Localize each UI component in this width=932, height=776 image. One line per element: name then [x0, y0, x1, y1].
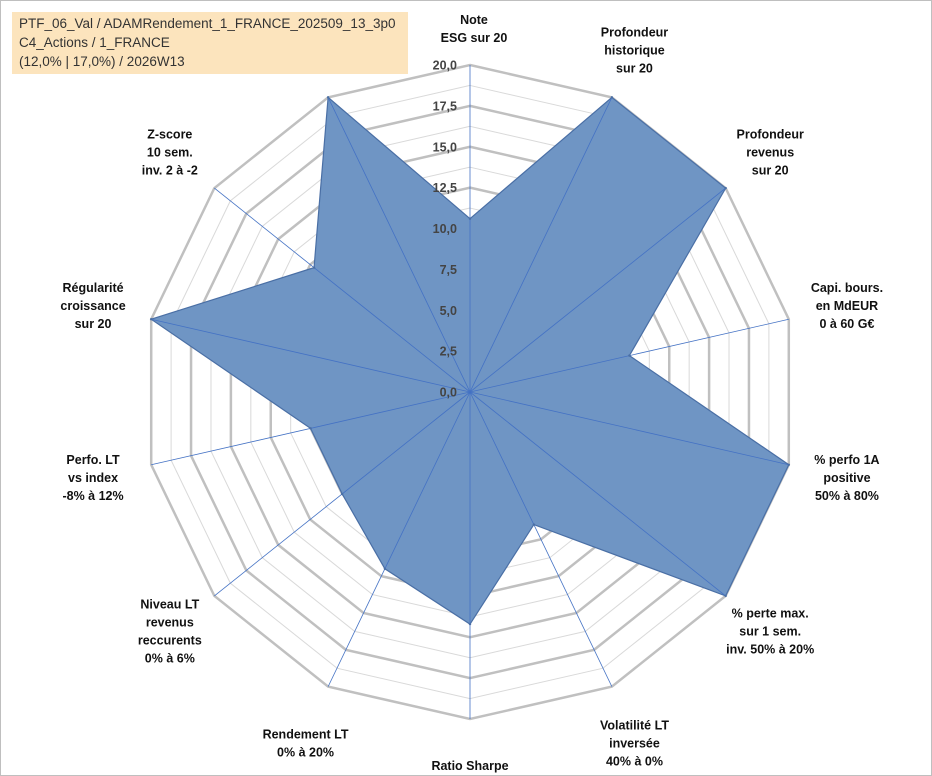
- axis-label-line: Profondeur: [737, 128, 804, 142]
- axis-label: Niveau LT revenus reccurents 0% à 6%: [138, 597, 202, 665]
- axis-label-line: sur 20: [616, 61, 653, 75]
- tick-label: 20,0: [433, 59, 457, 73]
- data-point: [724, 594, 727, 598]
- data-point: [468, 622, 472, 626]
- data-point: [787, 463, 791, 466]
- axis-label: Volatilité LT inversée 40% à 0%: [600, 719, 669, 769]
- axis-spoke: [327, 391, 471, 687]
- axis-label-line: Ratio Sharpe: [431, 759, 508, 773]
- data-point: [383, 567, 387, 570]
- axis-spoke: [151, 318, 471, 393]
- data-point: [724, 186, 727, 190]
- axis-label-line: Profondeur: [601, 25, 668, 39]
- axis-label-line: Perfo. LT: [66, 453, 120, 467]
- axis-label-line: ESG sur 20: [441, 31, 508, 45]
- axis-label-line: 0% à 20%: [277, 746, 334, 760]
- axis-label: Ratio Sharpe0 à 1: [431, 759, 508, 776]
- axis-label-line: sur 1 sem.: [739, 624, 801, 638]
- info-line-portfolio: PTF_06_Val / ADAMRendement_1_FRANCE_2025…: [19, 16, 396, 31]
- axis-label: Régularité croissance sur 20: [60, 281, 125, 331]
- axis-label-line: sur 20: [75, 317, 112, 331]
- axis-spoke: [469, 97, 613, 393]
- axis-label: Rendement LT 0% à 20%: [263, 728, 349, 760]
- axis-label-line: 50% à 80%: [815, 489, 879, 503]
- axis-label-line: 10 sem.: [147, 146, 193, 160]
- axis-spoke: [469, 391, 726, 597]
- axis-spoke: [327, 97, 471, 393]
- axis-label: Perfo. LT vs index -8% à 12%: [62, 453, 123, 503]
- axis-label-line: revenus: [146, 615, 194, 629]
- axis-label-line: Capi. bours.: [811, 281, 883, 295]
- tick-label: 5,0: [440, 304, 457, 318]
- axis-label-line: % perfo 1A: [814, 453, 879, 467]
- tick-label: 0,0: [440, 386, 457, 400]
- axis-label-line: 0% à 6%: [145, 651, 195, 665]
- axis-label-line: Z-score: [147, 128, 192, 142]
- axis-spoke: [469, 187, 726, 393]
- axis-label-line: inversée: [609, 737, 660, 751]
- tick-label: 17,5: [433, 99, 457, 113]
- axis-label: Z-score 10 sem. inv. 2 à -2: [142, 128, 198, 178]
- axis-spoke: [214, 187, 471, 393]
- axis-label-line: inv. 2 à -2: [142, 164, 198, 178]
- axis-label-line: en MdEUR: [816, 299, 879, 313]
- axis-label-line: historique: [604, 43, 664, 57]
- data-point: [340, 492, 344, 496]
- axis-label: Profondeur revenus sur 20: [737, 128, 804, 178]
- data-point: [149, 318, 153, 321]
- axis-label-line: 0 à 60 G€: [820, 317, 875, 331]
- tick-label: 12,5: [433, 181, 457, 195]
- tick-label: 2,5: [440, 345, 457, 359]
- axis-label-line: 40% à 0%: [606, 755, 663, 769]
- axis-label-line: croissance: [60, 299, 125, 313]
- info-line-category: C4_Actions / 1_FRANCE: [19, 35, 170, 50]
- data-point: [610, 96, 614, 99]
- axis-label: Note ESG sur 20: [441, 13, 508, 45]
- axis-label-line: -8% à 12%: [62, 489, 123, 503]
- axis-label: Capi. bours. en MdEUR 0 à 60 G€: [811, 281, 883, 331]
- axis-spoke: [469, 391, 789, 466]
- axis-label: % perfo 1A positive 50% à 80%: [814, 453, 879, 503]
- tick-label: 10,0: [433, 222, 457, 236]
- data-point: [309, 427, 312, 430]
- data-point: [468, 217, 472, 220]
- axis-label-line: revenus: [746, 146, 794, 160]
- data-point: [532, 523, 536, 526]
- axis-label: Profondeur historique sur 20: [601, 25, 668, 75]
- axis-label-line: Volatilité LT: [600, 719, 669, 733]
- axis-label-line: Régularité: [62, 281, 123, 295]
- data-point: [326, 96, 330, 99]
- axis-spoke: [469, 391, 613, 687]
- axis-label-line: positive: [823, 471, 870, 485]
- axis-label-line: Note: [460, 13, 488, 27]
- axis-label-line: sur 20: [752, 164, 789, 178]
- data-point: [628, 354, 631, 357]
- axis-label-line: Niveau LT: [140, 597, 199, 611]
- tick-label: 15,0: [433, 140, 457, 154]
- data-point: [312, 266, 316, 269]
- tick-label: 7,5: [440, 263, 457, 277]
- axis-label-line: Rendement LT: [263, 728, 349, 742]
- info-line-period: (12,0% | 17,0%) / 2026W13: [19, 54, 185, 69]
- axis-label-line: vs index: [68, 471, 118, 485]
- axis-label-line: inv. 50% à 20%: [726, 642, 814, 656]
- axis-label-line: % perte max.: [732, 606, 809, 620]
- axis-label-line: reccurents: [138, 633, 202, 647]
- axis-label: % perte max. sur 1 sem. inv. 50% à 20%: [726, 606, 814, 656]
- portfolio-info-box: PTF_06_Val / ADAMRendement_1_FRANCE_2025…: [12, 12, 408, 74]
